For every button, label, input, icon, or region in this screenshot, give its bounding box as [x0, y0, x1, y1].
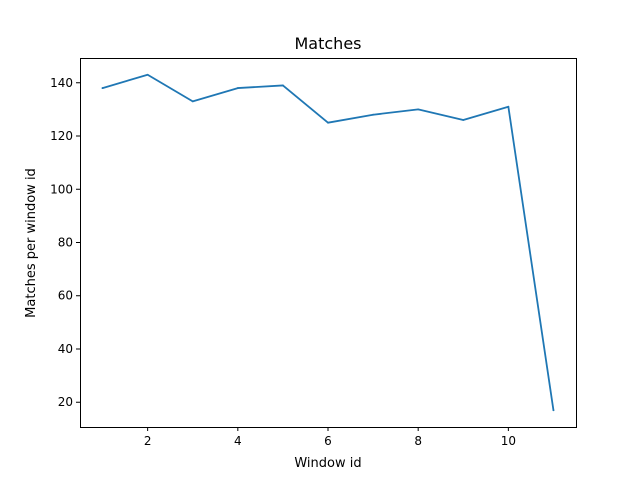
data-point	[282, 84, 284, 87]
x-tick-label: 10	[501, 434, 516, 448]
data-point	[327, 121, 329, 124]
data-point	[552, 409, 555, 412]
axis-ticks: 2 4 6 8 10 20 40 60 80 100 120 140	[50, 76, 516, 448]
data-point	[146, 73, 149, 76]
x-tick-label: 8	[414, 434, 422, 448]
chart-title: Matches	[295, 34, 362, 53]
data-point	[372, 113, 374, 116]
y-tick-label: 40	[58, 342, 73, 356]
data-point	[507, 105, 510, 108]
y-tick-label: 120	[50, 129, 73, 143]
x-tick-label: 2	[144, 434, 152, 448]
x-tick-label: 6	[324, 434, 332, 448]
data-point	[101, 87, 104, 89]
series-line	[101, 73, 555, 412]
x-axis-label: Window id	[294, 456, 361, 471]
x-tick-label: 4	[234, 434, 242, 448]
series-points	[101, 73, 555, 412]
data-point	[191, 100, 194, 103]
data-point	[417, 108, 420, 111]
data-point	[462, 119, 465, 121]
y-tick-label: 20	[58, 395, 73, 409]
y-tick-label: 60	[58, 289, 73, 303]
y-axis-label: Matches per window id	[24, 168, 39, 318]
y-tick-label: 100	[50, 182, 73, 196]
plot-frame	[80, 58, 577, 428]
y-tick-label: 80	[58, 236, 73, 250]
y-tick-label: 140	[50, 76, 73, 90]
data-point	[236, 87, 239, 89]
